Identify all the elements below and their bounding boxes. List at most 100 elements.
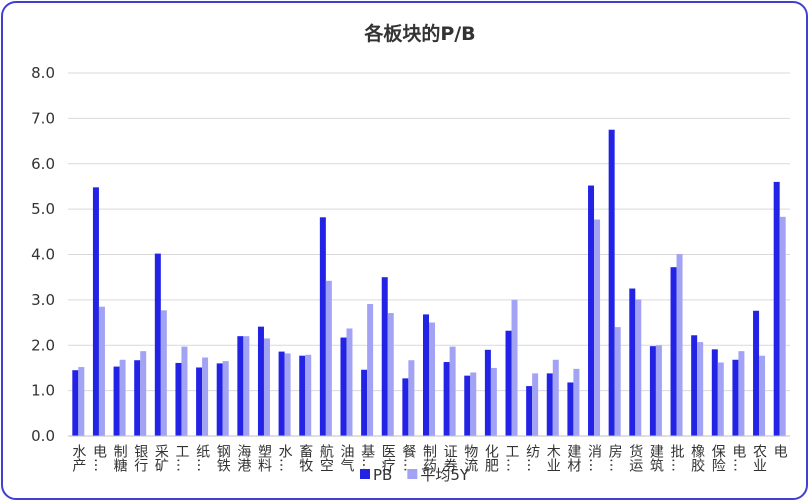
x-tick-label: 货运: [627, 443, 643, 473]
bar: [319, 217, 326, 436]
bar: [649, 346, 656, 436]
x-tick-label: 工…: [504, 444, 520, 472]
bar: [738, 351, 745, 436]
bar: [325, 280, 332, 436]
bar: [243, 336, 250, 436]
bar: [532, 373, 539, 436]
y-tick-label: 8.0: [31, 64, 55, 82]
y-tick-label: 2.0: [31, 336, 55, 354]
bar: [464, 375, 471, 436]
bar: [614, 327, 621, 436]
x-tick-label: 塑料: [256, 444, 272, 472]
bar: [779, 216, 786, 436]
y-tick-label: 0.0: [31, 427, 55, 445]
x-tick-label: 电…: [91, 444, 107, 472]
x-tick-label: 水…: [277, 444, 293, 472]
bar: [305, 354, 312, 436]
bar: [237, 336, 244, 436]
x-tick-label: 纸…: [194, 444, 210, 472]
bar: [202, 357, 209, 436]
bar: [732, 359, 739, 436]
bar: [278, 351, 285, 436]
bar: [257, 326, 264, 436]
bar: [511, 299, 518, 436]
legend-label: PB: [373, 466, 392, 484]
x-tick-label: 房…: [607, 444, 623, 472]
bar: [72, 370, 79, 436]
bar: [670, 267, 677, 436]
legend-label: 平均5Y: [420, 466, 470, 484]
x-tick-label: 建筑: [648, 444, 664, 473]
y-tick-label: 4.0: [31, 246, 55, 264]
x-tick-label: 电…: [730, 444, 746, 472]
x-tick-label: 消…: [586, 444, 602, 472]
x-tick-label: 水产: [70, 444, 86, 473]
x-tick-label: 银行: [132, 444, 148, 473]
bar: [676, 254, 683, 436]
x-tick-label: 农业: [751, 444, 767, 472]
bar: [361, 369, 368, 436]
x-tick-label: 保险: [710, 444, 726, 472]
x-tick-label: 畜牧: [297, 444, 313, 472]
y-tick-label: 1.0: [31, 382, 55, 400]
bar: [588, 185, 595, 436]
bar: [113, 366, 120, 436]
bar: [759, 355, 766, 436]
x-tick-label: 物流: [462, 444, 478, 473]
bar: [773, 181, 780, 436]
bar: [526, 386, 533, 436]
bar: [154, 253, 161, 436]
x-tick-label: 工…: [173, 444, 189, 472]
bar: [346, 328, 353, 436]
x-tick-label: 油气: [338, 444, 354, 472]
x-tick-label: 制药: [421, 444, 437, 472]
bar: [490, 367, 497, 436]
bar: [98, 306, 105, 436]
x-tick-label: 纺…: [524, 444, 540, 472]
bar: [78, 367, 85, 436]
bar: [92, 187, 99, 436]
bar: [423, 314, 429, 436]
bar: [573, 368, 580, 436]
x-tick-label: 钢铁: [215, 444, 231, 472]
y-tick-label: 6.0: [31, 155, 55, 173]
bar: [691, 335, 698, 436]
x-tick-label: 建材: [565, 444, 581, 472]
bar: [697, 342, 704, 436]
bar: [629, 288, 636, 436]
x-tick-label: 采矿: [153, 444, 169, 472]
bar: [381, 277, 388, 436]
x-tick-label: 批…: [669, 444, 685, 472]
bar: [443, 362, 450, 436]
bar: [635, 299, 642, 436]
x-tick-label: 餐…: [400, 444, 416, 472]
chart-title: 各板块的P/B: [363, 22, 475, 45]
x-tick-label: 木业: [545, 444, 561, 472]
bar: [567, 382, 574, 436]
bar: [216, 363, 223, 436]
bar: [429, 322, 435, 436]
bar: [402, 378, 409, 436]
bar: [367, 303, 374, 436]
bar: [119, 359, 126, 436]
bar: [449, 346, 456, 436]
x-tick-label: 海港: [235, 444, 251, 472]
bar: [717, 362, 724, 436]
y-tick-label: 5.0: [31, 200, 55, 218]
y-tick-label: 7.0: [31, 109, 55, 127]
bar: [140, 351, 147, 436]
bar: [484, 349, 491, 436]
bar: [134, 360, 141, 436]
bar: [222, 361, 229, 436]
x-tick-label: 橡胶: [689, 444, 705, 473]
bar: [470, 372, 477, 436]
x-tick-label: 基…: [359, 443, 375, 472]
bar: [655, 345, 662, 436]
bar: [594, 219, 601, 436]
y-tick-label: 3.0: [31, 291, 55, 309]
bar: [753, 310, 760, 436]
bar: [263, 338, 270, 436]
bar: [340, 337, 347, 436]
bar: [181, 346, 188, 436]
